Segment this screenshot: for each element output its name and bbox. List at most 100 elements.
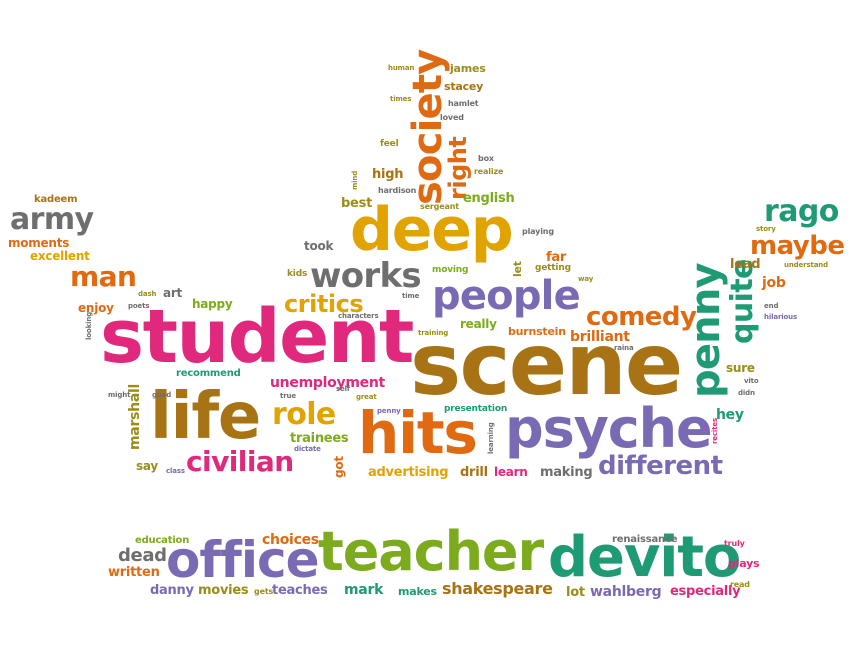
word-advertising: advertising <box>368 465 449 480</box>
word-hardison: hardison <box>378 186 417 195</box>
word-psyche: psyche <box>505 397 713 460</box>
word-read: read <box>730 580 750 589</box>
word-choices: choices <box>262 532 319 548</box>
word-great: great <box>356 393 377 401</box>
word-happy: happy <box>192 297 233 311</box>
word-education: education <box>135 535 190 546</box>
word-life: life <box>150 380 261 454</box>
word-lead: lead <box>730 257 761 272</box>
word-moving: moving <box>432 265 469 275</box>
word-hits: hits <box>358 399 478 467</box>
word-wahlberg: wahlberg <box>590 584 662 600</box>
word-loved: loved <box>440 113 464 122</box>
word-hilarious: hilarious <box>764 313 798 321</box>
word-deep: deep <box>350 195 514 265</box>
word-making: making <box>540 465 593 480</box>
word-dictate: dictate <box>294 445 321 453</box>
word-let: let <box>511 261 524 277</box>
word-hey: hey <box>716 407 744 423</box>
word-understand: understand <box>784 261 829 269</box>
word-plays: plays <box>728 557 760 570</box>
word-best: best <box>341 196 373 211</box>
word-sergeant: sergeant <box>420 202 459 211</box>
word-written: written <box>108 565 160 580</box>
word-playing: playing <box>522 227 554 236</box>
word-raina: raina <box>614 344 634 352</box>
word-far: far <box>546 250 567 265</box>
word-scene: scene <box>410 315 683 415</box>
word-critics: critics <box>284 290 364 318</box>
word-danny: danny <box>150 583 194 598</box>
word-times: times <box>390 95 412 103</box>
word-way: way <box>578 275 594 283</box>
word-story: story <box>756 225 776 233</box>
word-learning: learning <box>487 422 495 454</box>
word-people: people <box>432 273 581 319</box>
word-office: office <box>166 531 320 589</box>
word-mind: mind <box>351 170 359 190</box>
word-took: took <box>304 239 334 253</box>
word-student: student <box>100 294 414 380</box>
word-james: james <box>450 62 486 75</box>
word-high: high <box>372 167 404 182</box>
word-human: human <box>388 64 415 72</box>
word-recites: recites <box>711 417 719 444</box>
word-got: got <box>332 456 346 478</box>
word-vito: vito <box>744 377 759 385</box>
word-kids: kids <box>287 269 308 279</box>
word-rago: rago <box>764 194 839 229</box>
word-lot: lot <box>566 585 585 600</box>
word-realize: realize <box>474 167 504 176</box>
word-penny-small: penny <box>377 407 401 415</box>
word-moments: moments <box>8 236 70 250</box>
word-class: class <box>166 467 185 475</box>
word-enjoy: enjoy <box>78 301 114 315</box>
word-role: role <box>272 397 336 432</box>
word-poets: poets <box>128 302 150 310</box>
word-makes: makes <box>398 585 437 598</box>
word-getting: getting <box>535 263 571 273</box>
word-especially: especially <box>670 584 741 599</box>
word-truly: truly <box>724 539 745 548</box>
word-art: art <box>163 286 183 300</box>
word-characters: characters <box>338 312 379 320</box>
word-dash: dash <box>138 290 157 298</box>
word-renaissance: renaissance <box>612 534 678 545</box>
word-works: works <box>310 256 422 296</box>
word-burnstein: burnstein <box>508 325 566 338</box>
word-self: self <box>336 385 350 393</box>
word-training: training <box>418 329 449 337</box>
word-society: society <box>405 49 451 205</box>
word-civilian: civilian <box>186 445 294 478</box>
word-comedy: comedy <box>586 302 697 332</box>
word-devito: devito <box>548 525 741 590</box>
word-stacey: stacey <box>444 80 484 93</box>
word-time: time <box>402 292 420 300</box>
word-feel: feel <box>380 139 399 149</box>
word-didn: didn <box>738 389 755 397</box>
word-army: army <box>10 202 94 237</box>
word-teacher: teacher <box>318 520 544 583</box>
word-looking: looking <box>85 311 93 340</box>
word-good: good <box>152 391 172 399</box>
word-trainees: trainees <box>290 431 349 446</box>
word-excellent: excellent <box>30 249 90 263</box>
word-brilliant: brilliant <box>570 329 630 345</box>
word-man: man <box>70 260 137 293</box>
word-sure: sure <box>726 361 755 375</box>
word-kadeem: kadeem <box>34 194 78 205</box>
word-unemployment: unemployment <box>270 375 385 391</box>
word-box: box <box>478 154 494 163</box>
word-gets: gets <box>254 587 274 596</box>
word-different: different <box>598 451 723 481</box>
word-might: might <box>108 391 131 399</box>
word-shakespeare: shakespeare <box>442 579 553 598</box>
word-english: english <box>463 191 515 206</box>
word-really: really <box>460 317 497 331</box>
word-end: end <box>764 302 779 310</box>
word-maybe: maybe <box>750 231 845 261</box>
word-mark: mark <box>344 582 384 598</box>
word-movies: movies <box>198 583 249 598</box>
word-job: job <box>762 275 786 291</box>
